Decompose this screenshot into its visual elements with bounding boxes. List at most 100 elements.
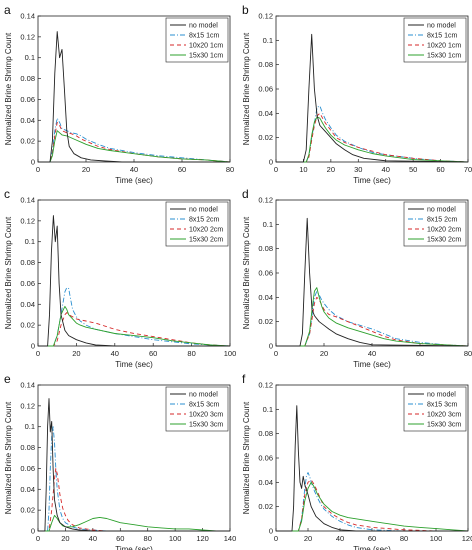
series-line <box>276 481 469 532</box>
legend-label: no model <box>189 23 218 30</box>
y-tick-label: 0.06 <box>20 464 35 473</box>
x-tick-label: 80 <box>187 349 195 358</box>
y-tick-label: 0.04 <box>20 116 35 125</box>
series-line <box>38 130 231 163</box>
legend-label: 15x30 2cm <box>427 237 461 244</box>
series-line <box>276 112 469 163</box>
x-tick-label: 20 <box>72 349 80 358</box>
legend-label: no model <box>189 392 218 399</box>
y-tick-label: 0.1 <box>263 220 273 229</box>
legend-label: 15x30 3cm <box>189 422 223 429</box>
x-axis-label: Time (sec) <box>115 545 153 550</box>
legend-label: 10x20 1cm <box>427 43 461 50</box>
panel-f: f 0 20 40 60 80 100 120 0 0.02 0.04 0.06 0.08 0.1 0.12… <box>242 372 472 550</box>
legend-label: 8x15 3cm <box>427 402 458 409</box>
series-line <box>276 287 469 347</box>
x-tick-label: 20 <box>304 534 312 543</box>
panel-letter: a <box>4 3 11 17</box>
legend-label: no model <box>427 23 456 30</box>
panel-letter: e <box>4 372 11 386</box>
x-tick-label: 20 <box>327 165 335 174</box>
y-tick-label: 0.12 <box>20 32 35 41</box>
series-line <box>38 426 230 532</box>
series-line <box>38 398 230 532</box>
series-line <box>276 116 469 163</box>
y-tick-label: 0.04 <box>20 485 35 494</box>
y-tick-label: 0.04 <box>258 478 273 487</box>
y-tick-label: 0.06 <box>258 269 273 278</box>
x-tick-label: 40 <box>382 165 390 174</box>
legend: no model 8x15 1cm 10x20 1cm 15x30 1cm <box>403 17 467 63</box>
y-tick-label: 0.08 <box>258 244 273 253</box>
series-line <box>38 287 231 347</box>
legend-label: 10x20 2cm <box>189 227 223 234</box>
y-tick-label: 0.1 <box>25 237 35 246</box>
legend-label: 8x15 2cm <box>427 217 458 224</box>
series-line <box>276 290 469 347</box>
x-tick-label: 40 <box>368 349 376 358</box>
x-tick-label: 100 <box>430 534 443 543</box>
y-tick-label: 0.08 <box>20 74 35 83</box>
y-axis-label: Normalized Brine Shrimp Count <box>4 32 13 145</box>
y-tick-label: 0.04 <box>20 300 35 309</box>
x-tick-label: 120 <box>462 534 472 543</box>
x-tick-label: 30 <box>354 165 362 174</box>
y-tick-label: 0.02 <box>258 317 273 326</box>
series-line <box>276 479 468 532</box>
series-line <box>38 215 230 347</box>
panel-c: c 0 20 40 60 80 100 0 0.02 0.04 0.06 0.08 0.1 0.12 0.1… <box>4 187 236 369</box>
y-tick-label: 0.08 <box>20 443 35 452</box>
y-tick-label: 0 <box>31 527 35 536</box>
x-tick-label: 100 <box>224 349 237 358</box>
legend-label: 10x20 1cm <box>189 43 223 50</box>
y-tick-label: 0.06 <box>258 85 273 94</box>
x-tick-label: 60 <box>116 534 124 543</box>
y-tick-label: 0.12 <box>258 12 273 21</box>
y-tick-label: 0.14 <box>20 12 35 21</box>
legend: no model 8x15 2cm 10x20 2cm 15x30 2cm <box>403 201 467 247</box>
y-tick-label: 0.02 <box>20 506 35 515</box>
series-line <box>38 514 230 532</box>
series-line <box>276 405 468 532</box>
series-line <box>38 467 230 532</box>
y-tick-label: 0.04 <box>258 109 273 118</box>
panel-e: e 0 20 40 60 80 100 120 140 0 0.02 0.04 0.06 0.08 0.1 0… <box>4 372 236 550</box>
x-axis-label: Time (sec) <box>115 176 153 185</box>
y-axis-label: Normalized Brine Shrimp Count <box>242 216 251 329</box>
y-tick-label: 0.06 <box>258 454 273 463</box>
y-tick-label: 0.02 <box>258 133 273 142</box>
y-tick-label: 0.1 <box>263 405 273 414</box>
x-tick-label: 40 <box>111 349 119 358</box>
legend-label: 15x30 2cm <box>189 237 223 244</box>
panel-a: a 0 20 40 60 80 0 0.02 0.04 0.06 0.08 0.1 0.12 0.14 Ti… <box>4 3 234 185</box>
y-tick-label: 0.12 <box>20 216 35 225</box>
legend-label: 10x20 3cm <box>189 412 223 419</box>
legend-label: 8x15 1cm <box>427 33 458 40</box>
y-tick-label: 0 <box>269 158 273 167</box>
legend-label: no model <box>427 392 456 399</box>
legend-label: no model <box>189 207 218 214</box>
y-axis-label: Normalized Brine Shrimp Count <box>242 401 251 514</box>
x-tick-label: 60 <box>368 534 376 543</box>
y-tick-label: 0 <box>31 158 35 167</box>
y-tick-label: 0.08 <box>258 429 273 438</box>
x-tick-label: 0 <box>274 165 278 174</box>
x-axis-label: Time (sec) <box>353 545 391 550</box>
y-tick-label: 0.02 <box>20 137 35 146</box>
x-tick-label: 40 <box>130 165 138 174</box>
y-tick-label: 0 <box>269 342 273 351</box>
panel-b: b 0 10 20 30 40 50 60 70 0 0.02 0.04 0.06 0.08 0.1 0.12… <box>242 3 472 185</box>
series-line <box>276 33 469 163</box>
legend-label: 10x20 3cm <box>427 412 461 419</box>
x-tick-label: 60 <box>436 165 444 174</box>
x-tick-label: 0 <box>274 349 278 358</box>
legend-label: no model <box>427 207 456 214</box>
x-tick-label: 100 <box>169 534 182 543</box>
y-tick-label: 0.06 <box>20 95 35 104</box>
y-tick-label: 0 <box>31 342 35 351</box>
legend-label: 10x20 2cm <box>427 227 461 234</box>
x-tick-label: 120 <box>196 534 209 543</box>
x-tick-label: 40 <box>336 534 344 543</box>
panel-letter: f <box>242 372 246 386</box>
